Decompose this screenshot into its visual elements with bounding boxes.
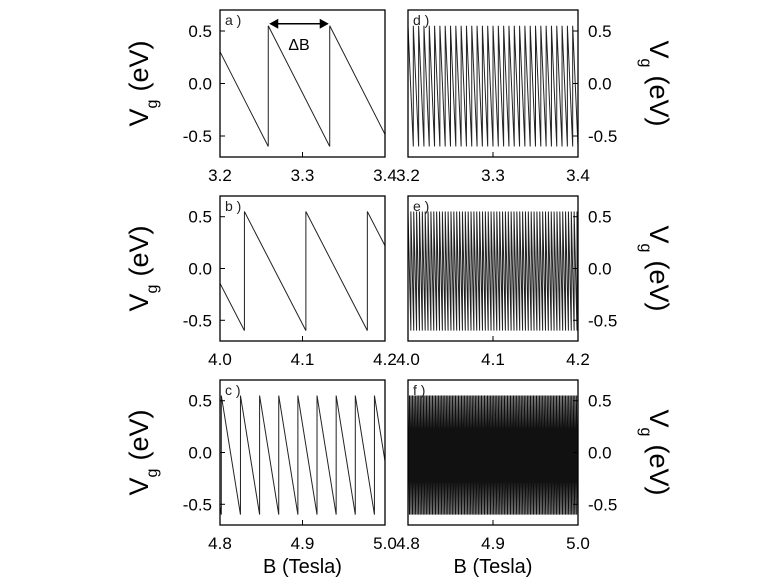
x-tick-label: 4.0 [396,350,420,369]
panel-e: 0.5 0.0 -0.5 4.0 4.1 4.2 e ) Vg (eV) [396,195,674,369]
y-tick-label: 0.5 [588,392,612,411]
y-axis-unit: (eV) [124,410,154,461]
x-tick-label: 3.2 [396,166,420,185]
series-b-vg [220,211,385,331]
y-axis-title: Vg (eV) [637,410,674,496]
series-c-vg [220,395,385,515]
x-tick-label: 3.3 [481,166,505,185]
y-axis-symbol: V [644,410,674,428]
x-tick-label: 5.0 [373,534,397,553]
x-tick-label: 4.2 [373,350,397,369]
y-tick-label: 0.0 [588,444,612,463]
series-e-vg [408,211,578,331]
y-tick-label: 0.0 [588,260,612,279]
panel-b: 0.5 0.0 -0.5 4.0 4.1 4.2 b ) Vg (eV) [124,195,397,369]
y-tick-label: -0.5 [588,495,617,514]
series-d-vg [408,25,578,147]
panel-f: 0.5 0.0 -0.5 4.8 4.9 5.0 f ) Vg (eV) B (Tesla) [396,379,674,578]
delta-b-arrowhead-left [269,18,279,29]
y-axis-symbol: V [644,226,674,244]
y-tick-label: 0.5 [188,22,212,41]
y-tick-label: -0.5 [183,495,212,514]
y-tick-label: 0.0 [188,444,212,463]
y-tick-label: 0.0 [188,260,212,279]
y-tick-label: 0.0 [188,75,212,94]
panel-c: 0.5 0.0 -0.5 4.8 4.9 5.0 c ) Vg (eV) B (Tesla) [124,379,397,578]
panel-label: d ) [413,12,429,28]
y-axis-unit: (eV) [644,444,674,495]
y-tick-label: 0.5 [188,208,212,227]
y-axis-title: Vg (eV) [124,41,161,127]
y-axis-subscript: g [144,285,161,294]
y-tick-label: 0.0 [588,75,612,94]
y-axis-subscript: g [637,428,654,437]
y-axis-unit: (eV) [644,75,674,126]
panel-a: 0.5 0.0 -0.5 3.2 3.3 3.4 a ) Vg (eV) ΔB [124,9,397,185]
y-axis-title: Vg (eV) [637,41,674,127]
y-axis-title: Vg (eV) [124,410,161,496]
y-axis-symbol: V [124,108,154,126]
y-axis-unit: (eV) [644,260,674,311]
y-tick-label: -0.5 [183,127,212,146]
series-f-vg [408,395,578,515]
panel-label: e ) [413,198,429,214]
x-tick-label: 3.2 [208,166,232,185]
x-tick-label: 4.0 [208,350,232,369]
x-axis-title: B (Tesla) [263,556,342,578]
x-tick-label: 4.8 [396,534,420,553]
panel-label: a ) [225,12,241,28]
y-tick-label: 0.5 [188,392,212,411]
x-tick-label: 4.1 [481,350,505,369]
y-axis-title: Vg (eV) [637,226,674,312]
y-axis-symbol: V [644,41,674,59]
x-tick-label: 4.9 [481,534,505,553]
y-axis-symbol: V [124,477,154,495]
panel-label: c ) [225,382,241,398]
y-tick-label: -0.5 [588,127,617,146]
x-axis-title: B (Tesla) [454,556,533,578]
x-tick-label: 3.4 [566,166,590,185]
x-tick-label: 3.4 [373,166,397,185]
plot-frame [219,9,386,158]
panel-d: 0.5 0.0 -0.5 3.2 3.3 3.4 d ) Vg (eV) [396,9,674,185]
x-tick-label: 5.0 [566,534,590,553]
delta-b-arrowhead-right [319,18,329,29]
x-tick-label: 4.2 [566,350,590,369]
y-tick-label: 0.5 [588,22,612,41]
x-tick-label: 4.8 [208,534,232,553]
y-axis-subscript: g [637,59,654,68]
delta-b-label: ΔB [288,37,309,54]
panel-label: f ) [413,382,425,398]
y-tick-label: -0.5 [588,311,617,330]
x-tick-label: 4.1 [291,350,315,369]
plot-frame [219,379,386,526]
panel-label: b ) [225,198,241,214]
y-axis-unit: (eV) [124,41,154,92]
series-a-vg [220,25,385,147]
x-tick-label: 4.9 [291,534,315,553]
y-tick-label: -0.5 [183,311,212,330]
y-axis-subscript: g [144,100,161,109]
y-axis-unit: (eV) [124,226,154,277]
y-tick-label: 0.5 [588,208,612,227]
y-axis-subscript: g [144,469,161,478]
y-axis-subscript: g [637,244,654,253]
x-tick-label: 3.3 [291,166,315,185]
y-axis-title: Vg (eV) [124,226,161,312]
y-axis-symbol: V [124,293,154,311]
